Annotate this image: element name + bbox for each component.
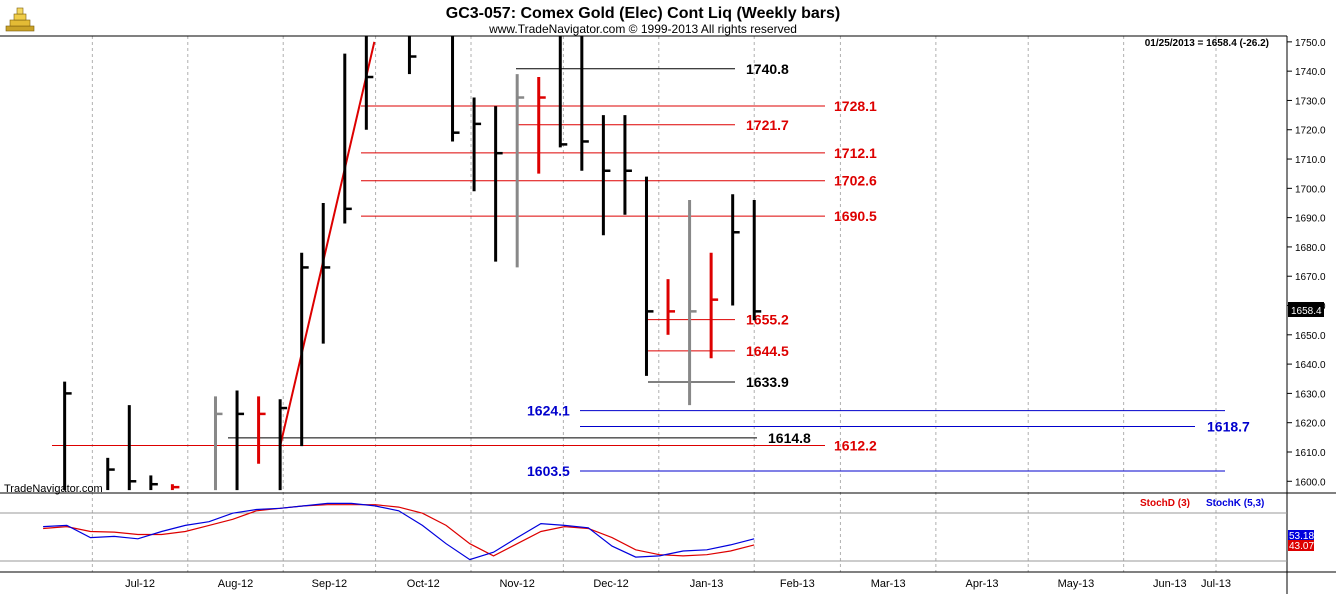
y-tick-label: 1680.0 [1295, 243, 1326, 254]
y-tick-label: 1700.0 [1295, 184, 1326, 195]
x-tick-label: Jul-12 [125, 578, 155, 590]
ohlc-bar [106, 457, 115, 491]
x-tick-label: Apr-13 [966, 578, 999, 590]
y-tick-label: 1740.0 [1295, 67, 1326, 78]
x-tick-label: Aug-12 [218, 578, 253, 590]
copyright-text: www.TradeNavigator.com © 1999-2013 All r… [488, 22, 797, 36]
ohlc-bar [127, 405, 137, 491]
last-price-info: 01/25/2013 = 1658.4 (-26.2) [1145, 38, 1269, 49]
ohlc-bar [300, 252, 309, 447]
level-label: 1624.1 [527, 403, 570, 419]
legend-stochd: StochD (3) [1140, 498, 1190, 509]
ohlc-bar [601, 115, 611, 236]
last-price-tag: 1658.4 [1288, 302, 1324, 317]
y-tick-label: 1710.0 [1295, 155, 1326, 166]
y-tick-label: 1730.0 [1295, 96, 1326, 107]
chart-title: GC3-057: Comex Gold (Elec) Cont Liq (Wee… [446, 5, 840, 22]
y-tick-label: 1640.0 [1295, 360, 1326, 371]
price-levels: 1740.8 1728.1 1721.7 1712.1 1702.6 1690.5 1655… [52, 61, 1250, 479]
stoch-line [43, 504, 755, 557]
stoch-value-tag [1288, 540, 1314, 551]
y-tick-label: 1750.0 [1295, 38, 1326, 49]
trend-line [279, 41, 376, 447]
y-tick-label: 1630.0 [1295, 389, 1326, 400]
ohlc-bar [537, 77, 546, 174]
y-tick-label: 1690.0 [1295, 214, 1326, 225]
ohlc-bar [472, 97, 482, 192]
legend-stochk: StochK (5,3) [1206, 498, 1264, 509]
level-label: 1712.1 [834, 145, 877, 161]
level-label: 1740.8 [746, 61, 789, 77]
watermark: TradeNavigator.com [4, 483, 103, 495]
ohlc-bar [451, 36, 460, 142]
ohlc-bar [558, 36, 568, 148]
x-tick-label: Nov-12 [499, 578, 534, 590]
ohlc-bar [407, 36, 417, 75]
last-price-tag-label: 1658.4 [1291, 306, 1322, 317]
y-tick-label: 1620.0 [1295, 419, 1326, 430]
ohlc-bar [752, 200, 762, 321]
stoch-line [43, 502, 755, 561]
x-tick-label: Dec-12 [593, 578, 628, 590]
x-tick-label: Feb-13 [780, 578, 815, 590]
level-label: 1633.9 [746, 374, 789, 390]
ohlc-bar [515, 74, 525, 268]
x-tick-label: Jun-13 [1153, 578, 1187, 590]
level-label: 1612.2 [834, 438, 877, 454]
ohlc-bar [149, 475, 158, 491]
x-tick-label: Mar-13 [871, 578, 906, 590]
ohlc-bar [170, 484, 180, 491]
level-label: 1603.5 [527, 463, 570, 479]
x-tick-label: Oct-12 [407, 578, 440, 590]
ohlc-bar [364, 36, 374, 130]
stoch-value-tag [1288, 530, 1314, 541]
ohlc-bars [63, 36, 762, 491]
y-tick-label: 1600.0 [1295, 477, 1326, 488]
ohlc-bar [688, 200, 697, 406]
chart-frame [0, 35, 1336, 594]
ohlc-bar [580, 36, 589, 171]
ohlc-bar [343, 53, 352, 224]
ohlc-bar [235, 390, 245, 491]
y-tick-label: 1610.0 [1295, 448, 1326, 459]
level-label: 1728.1 [834, 98, 877, 114]
logo [5, 7, 35, 32]
level-label: 1702.6 [834, 173, 877, 189]
grid [91, 36, 1217, 572]
level-label: 1690.5 [834, 208, 877, 224]
level-label: 1618.7 [1207, 419, 1250, 435]
x-tick-label: Jul-13 [1201, 578, 1231, 590]
stoch-value-label: 53.18 [1289, 531, 1314, 542]
ohlc-bar [666, 279, 676, 335]
level-label: 1644.5 [746, 343, 789, 359]
ohlc-bar [278, 399, 288, 491]
ohlc-bar [494, 106, 503, 262]
ohlc-bar [623, 115, 632, 215]
stoch-value-label: 43.07 [1289, 541, 1314, 552]
level-label: 1655.2 [746, 312, 789, 328]
x-tick-label: Jan-13 [690, 578, 724, 590]
ohlc-bar [709, 252, 719, 359]
ohlc-bar [213, 396, 223, 491]
x-tick-label: Sep-12 [312, 578, 347, 590]
level-label: 1614.8 [768, 430, 811, 446]
y-tick-label: 1650.0 [1295, 331, 1326, 342]
x-axis: Jul-12 Aug-12 Sep-12 Oct-12 Nov-12 Dec-12 Jan-… [125, 578, 1231, 590]
y-tick-label: 1670.0 [1295, 272, 1326, 283]
ohlc-bar [257, 396, 266, 464]
ohlc-bar [321, 202, 331, 344]
level-label: 1721.7 [746, 117, 789, 133]
ohlc-bar [63, 381, 72, 491]
ohlc-bar [731, 194, 740, 306]
y-tick-label: 1720.0 [1295, 126, 1326, 137]
trendline [279, 41, 376, 447]
ohlc-bar [644, 176, 654, 376]
x-tick-label: May-13 [1058, 578, 1095, 590]
